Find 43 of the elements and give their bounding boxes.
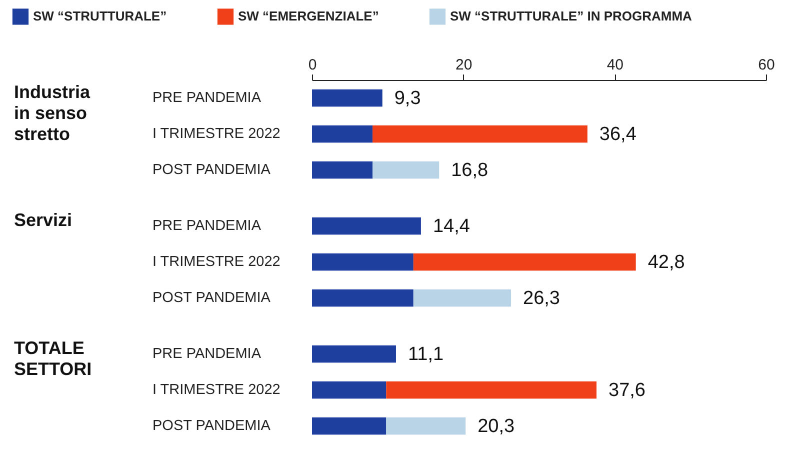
y-tick-label: I TRIMESTRE 2022 <box>152 126 280 142</box>
bar <box>312 253 414 271</box>
x-tick-label: 40 <box>606 56 624 74</box>
bar <box>386 417 466 435</box>
x-tick-label: 60 <box>758 56 775 74</box>
bar <box>312 89 382 107</box>
bar <box>312 125 373 143</box>
bar <box>372 161 440 179</box>
y-tick-label: POST PANDEMIA <box>152 162 271 178</box>
text: Industria in senso stretto <box>14 82 91 144</box>
total-label: 42,8 <box>648 252 685 273</box>
text: TOTALE SETTORI <box>14 338 92 379</box>
bar <box>312 381 386 399</box>
text: Servizi <box>14 210 72 230</box>
total-label: 9,3 <box>394 88 421 109</box>
x-tick-label: 20 <box>455 56 472 74</box>
total-label: 20,3 <box>478 416 515 437</box>
bar <box>386 381 597 399</box>
bar <box>372 125 588 143</box>
bar <box>312 161 373 179</box>
y-tick-label: POST PANDEMIA <box>152 418 271 434</box>
bar <box>312 345 396 363</box>
bar <box>413 289 512 307</box>
total-label: 11,1 <box>408 344 444 365</box>
total-label: 36,4 <box>599 124 637 145</box>
legend-label: SW “STRUTTURALE” <box>33 8 167 24</box>
legend-label: SW “STRUTTURALE” IN PROGRAMMA <box>450 8 693 24</box>
y-tick-label: PRE PANDEMIA <box>152 90 262 106</box>
bar <box>312 417 386 435</box>
y-tick-label: PRE PANDEMIA <box>152 346 262 362</box>
bar <box>413 253 636 271</box>
y-tick-label: POST PANDEMIA <box>152 290 271 306</box>
y-tick-label: I TRIMESTRE 2022 <box>152 382 280 398</box>
total-label: 26,3 <box>523 288 560 309</box>
y-tick-label: I TRIMESTRE 2022 <box>152 254 280 270</box>
total-label: 16,8 <box>451 160 488 181</box>
x-tick-label: 0 <box>308 56 317 74</box>
total-label: 14,4 <box>432 216 470 237</box>
bar <box>312 217 421 235</box>
bar <box>312 289 414 307</box>
total-label: 37,6 <box>608 380 646 401</box>
legend-label: SW “EMERGENZIALE” <box>238 8 379 24</box>
y-tick-label: PRE PANDEMIA <box>152 218 262 234</box>
